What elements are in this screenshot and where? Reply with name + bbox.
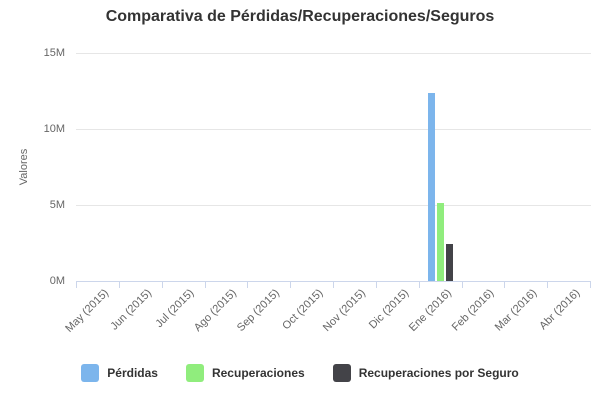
x-tick-label-abr-2016: Abr (2016) — [536, 287, 583, 333]
legend-item-p-rdidas[interactable]: Pérdidas — [81, 364, 158, 382]
x-tick-label-mar-2016: Mar (2016) — [492, 287, 540, 334]
x-axis-tick — [290, 281, 292, 288]
y-tick-label: 15M — [43, 47, 65, 59]
bar-recuperaciones-ene-2016[interactable] — [436, 203, 444, 281]
x-tick-label-may-2015: May (2015) — [63, 287, 111, 335]
x-axis-tick — [418, 281, 420, 288]
legend-label: Recuperaciones por Seguro — [358, 366, 519, 380]
bar-recuperaciones-por-seguro-ene-2016[interactable] — [445, 243, 453, 281]
x-axis-tick — [204, 281, 206, 288]
y-gridline — [76, 53, 591, 54]
x-axis-tick — [375, 281, 377, 288]
x-tick-label-ene-2016: Ene (2016) — [406, 287, 454, 334]
y-tick-label: 5M — [49, 199, 65, 211]
legend-label: Pérdidas — [107, 366, 158, 380]
x-axis-tick — [461, 281, 463, 288]
x-axis-tick — [504, 281, 506, 288]
legend-item-recuperaciones[interactable]: Recuperaciones — [185, 364, 305, 382]
x-axis-tick — [333, 281, 334, 288]
x-tick-label-nov-2015: Nov (2015) — [320, 287, 368, 334]
x-axis-tick — [590, 281, 591, 288]
x-axis-tick — [161, 281, 163, 288]
x-tick-label-sep-2015: Sep (2015) — [235, 287, 283, 334]
legend-swatch-recuperaciones-por-seguro — [332, 364, 351, 382]
y-gridline — [76, 129, 591, 130]
legend-item-recuperaciones-por-seguro[interactable]: Recuperaciones por Seguro — [332, 364, 519, 382]
x-axis-tick — [76, 281, 77, 288]
legend-label: Recuperaciones — [211, 366, 305, 380]
x-tick-label-oct-2015: Oct (2015) — [279, 287, 326, 333]
legend-swatch-recuperaciones — [185, 364, 204, 382]
legend: Pérdidas Recuperaciones Recuperaciones por… — [0, 362, 600, 384]
x-tick-label-jun-2015: Jun (2015) — [108, 287, 154, 333]
y-tick-label: 0M — [49, 275, 65, 287]
x-tick-label-feb-2016: Feb (2016) — [449, 287, 497, 334]
x-tick-label-ago-2015: Ago (2015) — [192, 287, 240, 334]
x-axis-tick — [118, 281, 120, 288]
bar-p-rdidas-ene-2016[interactable] — [427, 92, 435, 281]
y-gridline — [76, 205, 591, 206]
x-tick-label-dic-2015: Dic (2015) — [366, 287, 411, 332]
y-tick-label: 10M — [43, 123, 65, 135]
legend-swatch-p-rdidas — [81, 364, 100, 382]
x-axis-tick — [547, 281, 549, 288]
chart-title: Comparativa de Pérdidas/Recuperaciones/S… — [105, 8, 495, 25]
x-tick-label-jul-2015: Jul (2015) — [153, 287, 197, 331]
x-axis-tick — [247, 281, 249, 288]
